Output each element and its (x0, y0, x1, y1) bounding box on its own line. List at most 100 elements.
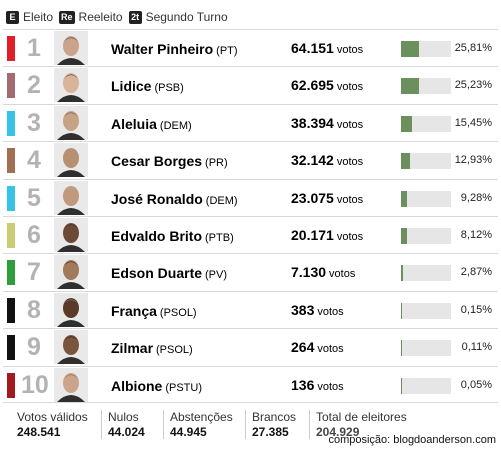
votes-unit-label: votos (336, 44, 364, 56)
candidate-photo (54, 31, 88, 65)
candidate-votes-block: 32.142 votos (291, 152, 363, 168)
candidate-name-block: Walter Pinheiro (PT) (111, 41, 238, 57)
candidate-photo (54, 330, 88, 365)
percentage-bar (401, 115, 451, 132)
candidate-name: Zilmar (111, 340, 154, 357)
legend-label: Eleito (23, 10, 54, 24)
votes-unit-label: votos (336, 81, 364, 94)
candidate-percentage: 25,81% (454, 42, 492, 54)
percentage-bar-fill (401, 227, 407, 244)
stat-value: 204.929 (316, 425, 360, 439)
candidate-votes: 20.171 (291, 226, 334, 243)
candidate-photo (54, 68, 88, 103)
votes-unit-label: votos (329, 268, 356, 281)
candidate-percentage: 9,28% (460, 191, 492, 204)
candidate-row: 2 Lidice (PSB) 62.695 votos 25,23% (3, 66, 498, 103)
party-color-bar (7, 73, 15, 99)
stat-value: 248.541 (17, 425, 61, 439)
candidate-row: 8 França (PSOL) 383 votos 0,15% (3, 290, 498, 328)
candidate-name: Edson Duarte (111, 265, 203, 282)
candidate-rank: 10 (21, 370, 49, 399)
candidate-votes-block: 23.075 votos (291, 190, 363, 206)
percentage-bar (401, 377, 451, 394)
percentage-bar (401, 340, 451, 357)
stat-label: Brancos (252, 410, 297, 424)
candidate-name-block: Aleluia (DEM) (111, 116, 192, 132)
stat-null-votes: Nulos 44.024 (101, 410, 145, 439)
candidate-rank: 9 (27, 333, 41, 362)
percentage-bar (401, 302, 451, 319)
candidate-votes-block: 7.130 votos (291, 264, 355, 280)
candidate-photo (54, 180, 88, 215)
candidate-rank: 7 (27, 258, 41, 287)
candidate-photo (54, 143, 88, 178)
votes-unit-label: votos (336, 156, 364, 169)
candidate-votes: 32.142 (291, 152, 334, 169)
percentage-bar (401, 41, 451, 57)
stat-blank-votes: Brancos 27.385 (245, 410, 296, 439)
candidate-party: (PSOL) (159, 306, 197, 319)
stat-label: Votos válidos (17, 410, 88, 424)
votes-unit-label: votos (317, 305, 344, 318)
votes-unit-label: votos (336, 118, 364, 131)
candidate-party: (PTB) (205, 231, 234, 244)
percentage-bar (401, 227, 451, 244)
candidate-name-block: Albione (PSTU) (111, 378, 202, 394)
candidate-name-block: Edvaldo Brito (PTB) (111, 228, 234, 244)
candidate-name-block: Edson Duarte (PV) (111, 265, 227, 281)
candidate-name: Walter Pinheiro (111, 41, 214, 57)
candidate-name-block: José Ronaldo (DEM) (111, 191, 238, 207)
candidate-rank: 3 (27, 108, 41, 137)
candidate-row: 9 Zilmar (PSOL) 264 votos 0,11% (3, 328, 498, 365)
candidate-row: 1 Walter Pinheiro (PT) 64.151 votos 25,81% (3, 29, 498, 66)
candidate-row: 7 Edson Duarte (PV) 7.130 votos 2,87% (3, 253, 498, 290)
second-round-badge-icon: 2t (128, 10, 142, 24)
candidate-percentage: 15,45% (454, 116, 492, 129)
candidate-row: 5 José Ronaldo (DEM) 23.075 votos 9,28% (3, 178, 498, 216)
candidate-photo (54, 367, 88, 402)
totals-footer: Votos válidos 248.541 Nulos 44.024 Abste… (3, 404, 498, 454)
candidate-percentage: 8,12% (460, 228, 492, 241)
candidate-party: (PR) (205, 157, 228, 170)
stat-abstentions: Abstenções 44.945 (163, 410, 233, 439)
percentage-bar-fill (401, 190, 407, 207)
percentage-bar-fill (401, 302, 402, 319)
legend-item-eleito: E Eleito (6, 10, 53, 24)
candidate-photo (54, 105, 88, 140)
candidate-party: (PSTU) (165, 381, 203, 394)
votes-unit-label: votos (317, 343, 344, 356)
candidate-votes: 23.075 (291, 189, 334, 206)
candidate-name-block: Lidice (PSB) (111, 78, 184, 94)
party-color-bar (7, 185, 15, 211)
percentage-bar-fill (401, 377, 402, 394)
legend-label: Reeleito (78, 10, 123, 24)
stat-label: Total de eleitores (316, 410, 407, 424)
stat-value: 44.024 (108, 425, 145, 439)
candidate-photo (54, 292, 88, 327)
legend-item-reeleito: Re Reeleito (59, 10, 123, 24)
candidate-name: Lidice (111, 78, 152, 95)
candidate-percentage: 2,87% (460, 266, 492, 279)
party-color-bar (7, 222, 15, 248)
percentage-bar (401, 265, 451, 282)
stat-total-voters: Total de eleitores 204.929 (309, 410, 407, 439)
candidate-rank: 5 (27, 183, 41, 212)
candidate-party: (DEM) (205, 194, 238, 207)
candidate-votes: 62.695 (291, 77, 334, 94)
candidate-row: 10 Albione (PSTU) 136 votos 0,05% (3, 365, 498, 403)
stat-value: 44.945 (170, 425, 207, 439)
percentage-bar (401, 153, 451, 170)
candidate-party: (PT) (216, 45, 238, 57)
candidate-rank: 8 (27, 295, 41, 324)
party-color-bar (7, 372, 15, 398)
candidate-percentage: 0,05% (460, 378, 492, 391)
candidate-votes-block: 383 votos (291, 302, 344, 318)
stat-value: 27.385 (252, 425, 289, 439)
candidate-votes: 136 (291, 376, 315, 393)
stat-label: Nulos (108, 410, 139, 424)
image-credit: composição: blogdoanderson.com (328, 434, 496, 446)
percentage-bar-fill (401, 115, 412, 132)
percentage-bar (401, 78, 451, 95)
candidate-photo (54, 255, 88, 290)
candidate-votes: 64.151 (291, 40, 334, 56)
